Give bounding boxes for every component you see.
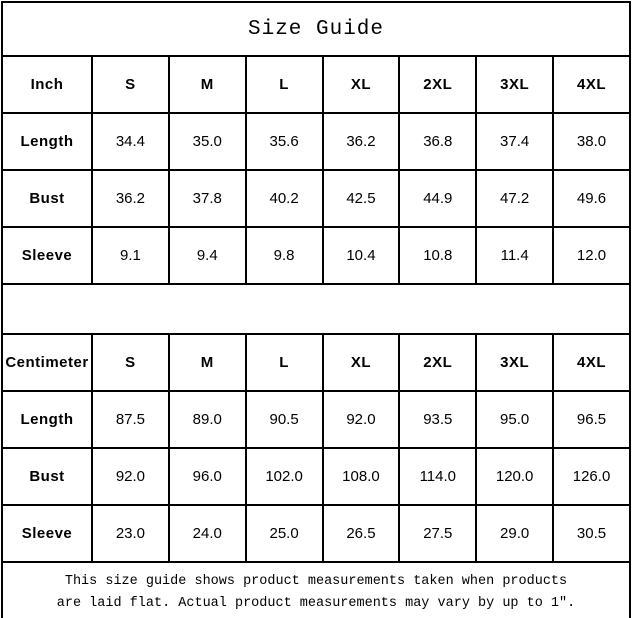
table-row: Bust 36.2 37.8 40.2 42.5 44.9 47.2 49.6: [1, 169, 631, 228]
measurement-cell: 40.2: [244, 169, 324, 228]
centimeter-header-row: Centimeter S M L XL 2XL 3XL 4XL: [1, 333, 631, 392]
measurement-cell: 49.6: [552, 169, 631, 228]
size-col-header-2xl: 2XL: [398, 333, 478, 392]
size-col-header-s: S: [91, 55, 170, 114]
measurement-cell: 27.5: [398, 504, 478, 563]
footer-note: This size guide shows product measuremen…: [1, 561, 631, 618]
title-row: Size Guide: [1, 1, 631, 57]
measurement-cell: 126.0: [552, 447, 631, 506]
size-col-header-m: M: [167, 333, 247, 392]
size-col-header-3xl: 3XL: [475, 333, 555, 392]
size-col-header-4xl: 4XL: [552, 55, 631, 114]
size-col-header-m: M: [167, 55, 247, 114]
measurement-cell: 120.0: [475, 447, 555, 506]
row-label-bust: Bust: [1, 169, 93, 228]
measurement-cell: 10.4: [321, 226, 401, 285]
inch-header-row: Inch S M L XL 2XL 3XL 4XL: [1, 55, 631, 114]
size-col-header-3xl: 3XL: [475, 55, 555, 114]
measurement-cell: 9.8: [244, 226, 324, 285]
row-label-length: Length: [1, 112, 93, 171]
table-row: Sleeve 9.1 9.4 9.8 10.4 10.8 11.4 12.0: [1, 226, 631, 285]
footer-row: This size guide shows product measuremen…: [1, 561, 631, 618]
measurement-cell: 36.8: [398, 112, 478, 171]
measurement-cell: 102.0: [244, 447, 324, 506]
measurement-cell: 96.0: [167, 447, 247, 506]
spacer-row: [1, 283, 631, 335]
table-row: Length 34.4 35.0 35.6 36.2 36.8 37.4 38.…: [1, 112, 631, 171]
measurement-cell: 35.6: [244, 112, 324, 171]
measurement-cell: 42.5: [321, 169, 401, 228]
measurement-cell: 34.4: [91, 112, 170, 171]
size-col-header-l: L: [244, 333, 324, 392]
measurement-cell: 92.0: [91, 447, 170, 506]
measurement-cell: 90.5: [244, 390, 324, 449]
measurement-cell: 23.0: [91, 504, 170, 563]
size-col-header-xl: XL: [321, 333, 401, 392]
row-label-sleeve: Sleeve: [1, 504, 93, 563]
measurement-cell: 30.5: [552, 504, 631, 563]
measurement-cell: 9.1: [91, 226, 170, 285]
measurement-cell: 24.0: [167, 504, 247, 563]
row-label-sleeve: Sleeve: [1, 226, 93, 285]
unit-header-inch: Inch: [1, 55, 93, 114]
measurement-cell: 92.0: [321, 390, 401, 449]
measurement-cell: 36.2: [91, 169, 170, 228]
unit-header-centimeter: Centimeter: [1, 333, 93, 392]
page-title: Size Guide: [1, 1, 631, 57]
measurement-cell: 44.9: [398, 169, 478, 228]
measurement-cell: 87.5: [91, 390, 170, 449]
footer-note-line1: This size guide shows product measuremen…: [64, 573, 568, 589]
measurement-cell: 89.0: [167, 390, 247, 449]
spacer-cell: [1, 283, 631, 335]
measurement-cell: 47.2: [475, 169, 555, 228]
measurement-cell: 95.0: [475, 390, 555, 449]
table-row: Length 87.5 89.0 90.5 92.0 93.5 95.0 96.…: [1, 390, 631, 449]
measurement-cell: 25.0: [244, 504, 324, 563]
measurement-cell: 35.0: [167, 112, 247, 171]
table-row: Sleeve 23.0 24.0 25.0 26.5 27.5 29.0 30.…: [1, 504, 631, 563]
row-label-length: Length: [1, 390, 93, 449]
measurement-cell: 96.5: [552, 390, 631, 449]
measurement-cell: 9.4: [167, 226, 247, 285]
measurement-cell: 37.4: [475, 112, 555, 171]
measurement-cell: 37.8: [167, 169, 247, 228]
measurement-cell: 29.0: [475, 504, 555, 563]
row-label-bust: Bust: [1, 447, 93, 506]
measurement-cell: 12.0: [552, 226, 631, 285]
size-col-header-xl: XL: [321, 55, 401, 114]
footer-note-line2: are laid flat. Actual product measuremen…: [56, 596, 576, 611]
measurement-cell: 93.5: [398, 390, 478, 449]
size-col-header-s: S: [91, 333, 170, 392]
measurement-cell: 11.4: [475, 226, 555, 285]
measurement-cell: 108.0: [321, 447, 401, 506]
measurement-cell: 38.0: [552, 112, 631, 171]
measurement-cell: 26.5: [321, 504, 401, 563]
size-col-header-l: L: [244, 55, 324, 114]
measurement-cell: 114.0: [398, 447, 478, 506]
size-col-header-4xl: 4XL: [552, 333, 631, 392]
size-col-header-2xl: 2XL: [398, 55, 478, 114]
table-row: Bust 92.0 96.0 102.0 108.0 114.0 120.0 1…: [1, 447, 631, 506]
measurement-cell: 10.8: [398, 226, 478, 285]
measurement-cell: 36.2: [321, 112, 401, 171]
